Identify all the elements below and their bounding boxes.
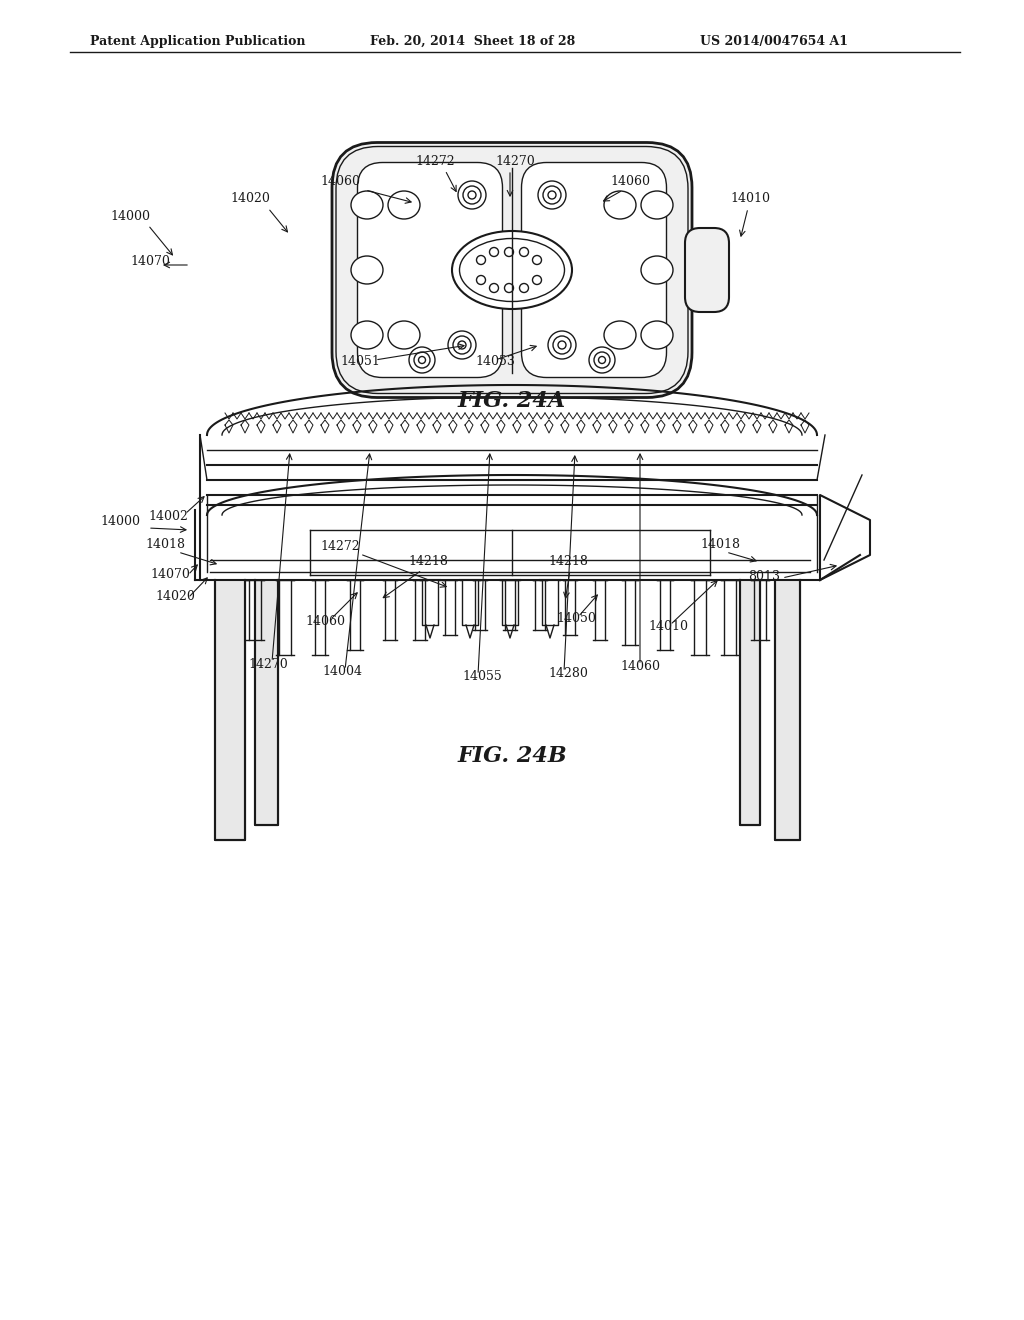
FancyBboxPatch shape [332, 143, 692, 397]
FancyBboxPatch shape [685, 228, 729, 312]
Ellipse shape [641, 321, 673, 348]
Ellipse shape [351, 321, 383, 348]
Text: 14018: 14018 [145, 539, 185, 550]
Text: Feb. 20, 2014  Sheet 18 of 28: Feb. 20, 2014 Sheet 18 of 28 [370, 36, 575, 48]
Text: 14020: 14020 [230, 191, 270, 205]
Text: 14050: 14050 [556, 612, 596, 624]
Text: 14218: 14218 [548, 554, 588, 568]
Text: 14218: 14218 [408, 554, 447, 568]
Text: 14010: 14010 [730, 191, 770, 205]
Ellipse shape [452, 231, 572, 309]
Ellipse shape [604, 321, 636, 348]
Ellipse shape [489, 248, 499, 256]
Ellipse shape [519, 248, 528, 256]
Ellipse shape [604, 191, 636, 219]
Ellipse shape [594, 352, 610, 368]
Text: 14060: 14060 [305, 615, 345, 628]
Text: 14000: 14000 [110, 210, 150, 223]
Ellipse shape [543, 186, 561, 205]
Text: 14051: 14051 [340, 355, 380, 368]
Ellipse shape [458, 181, 486, 209]
Text: 14060: 14060 [610, 176, 650, 187]
Ellipse shape [409, 347, 435, 374]
Text: 14270: 14270 [248, 657, 288, 671]
Text: 14070: 14070 [130, 255, 170, 268]
Ellipse shape [460, 239, 564, 301]
Ellipse shape [532, 256, 542, 264]
Ellipse shape [458, 341, 466, 348]
Ellipse shape [505, 284, 513, 293]
Text: 14020: 14020 [155, 590, 195, 603]
Text: 14004: 14004 [322, 665, 362, 678]
Text: 14002: 14002 [148, 510, 187, 523]
Ellipse shape [476, 276, 485, 285]
Ellipse shape [548, 331, 575, 359]
Text: US 2014/0047654 A1: US 2014/0047654 A1 [700, 36, 848, 48]
Ellipse shape [519, 284, 528, 293]
Text: 14018: 14018 [700, 539, 740, 550]
Ellipse shape [388, 191, 420, 219]
Ellipse shape [538, 181, 566, 209]
Ellipse shape [463, 186, 481, 205]
Ellipse shape [351, 256, 383, 284]
Ellipse shape [598, 356, 605, 363]
Ellipse shape [589, 347, 615, 374]
Ellipse shape [532, 276, 542, 285]
FancyBboxPatch shape [521, 162, 667, 378]
Ellipse shape [553, 337, 571, 354]
Ellipse shape [641, 256, 673, 284]
Ellipse shape [548, 191, 556, 199]
Text: 14270: 14270 [495, 154, 535, 168]
Ellipse shape [641, 191, 673, 219]
Ellipse shape [489, 284, 499, 293]
Polygon shape [255, 579, 278, 825]
Ellipse shape [505, 248, 513, 256]
Text: 14272: 14272 [319, 540, 359, 553]
Text: 14060: 14060 [620, 660, 660, 673]
Ellipse shape [558, 341, 566, 348]
Ellipse shape [449, 331, 476, 359]
Text: 14272: 14272 [415, 154, 455, 168]
Polygon shape [740, 579, 760, 825]
Text: 8013: 8013 [748, 570, 780, 583]
Text: 14010: 14010 [648, 620, 688, 634]
Text: 14000: 14000 [100, 515, 140, 528]
Ellipse shape [414, 352, 430, 368]
Ellipse shape [351, 191, 383, 219]
Text: FIG. 24A: FIG. 24A [458, 389, 566, 412]
Polygon shape [215, 579, 245, 840]
FancyBboxPatch shape [357, 162, 503, 378]
Text: 14060: 14060 [319, 176, 360, 187]
Ellipse shape [453, 337, 471, 354]
Ellipse shape [419, 356, 426, 363]
Text: 14280: 14280 [548, 667, 588, 680]
Text: 14070: 14070 [150, 568, 189, 581]
Ellipse shape [468, 191, 476, 199]
Text: Patent Application Publication: Patent Application Publication [90, 36, 305, 48]
Ellipse shape [388, 321, 420, 348]
Text: 14055: 14055 [462, 671, 502, 682]
Polygon shape [775, 579, 800, 840]
Ellipse shape [476, 256, 485, 264]
Text: FIG. 24B: FIG. 24B [457, 744, 567, 767]
Text: 14053: 14053 [475, 355, 515, 368]
